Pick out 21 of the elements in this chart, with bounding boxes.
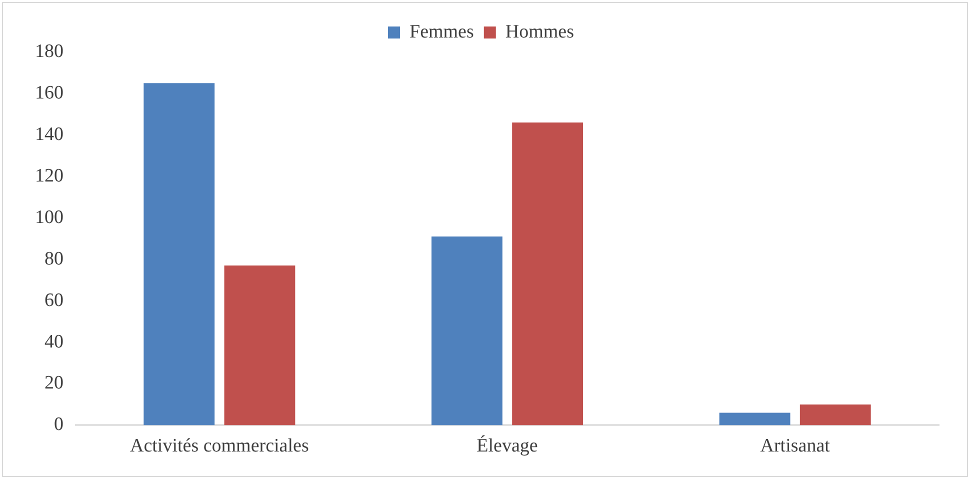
y-tick-label: 140: [35, 124, 64, 145]
y-tick-label: 160: [35, 82, 64, 104]
bar: [512, 122, 584, 426]
y-tick-label: 0: [54, 414, 64, 436]
y-tick-label: 40: [44, 331, 64, 352]
y-tick-label: 180: [35, 40, 64, 62]
bar: [431, 236, 502, 426]
legend-label: Femmes: [410, 21, 474, 42]
bar: [224, 266, 296, 426]
x-tick-label: Élevage: [476, 434, 538, 457]
legend-label: Hommes: [505, 21, 574, 42]
y-tick-label: 20: [44, 372, 64, 394]
x-tick-label: Activités commerciales: [130, 436, 309, 457]
y-tick-label: 60: [44, 290, 64, 311]
x-tick-label: Artisanat: [760, 436, 831, 457]
bar: [719, 412, 790, 426]
bar: [800, 404, 871, 426]
y-tick-label: 80: [44, 248, 64, 270]
y-tick-label: 120: [35, 165, 64, 186]
y-tick-label: 100: [35, 206, 64, 228]
bar: [144, 83, 215, 426]
